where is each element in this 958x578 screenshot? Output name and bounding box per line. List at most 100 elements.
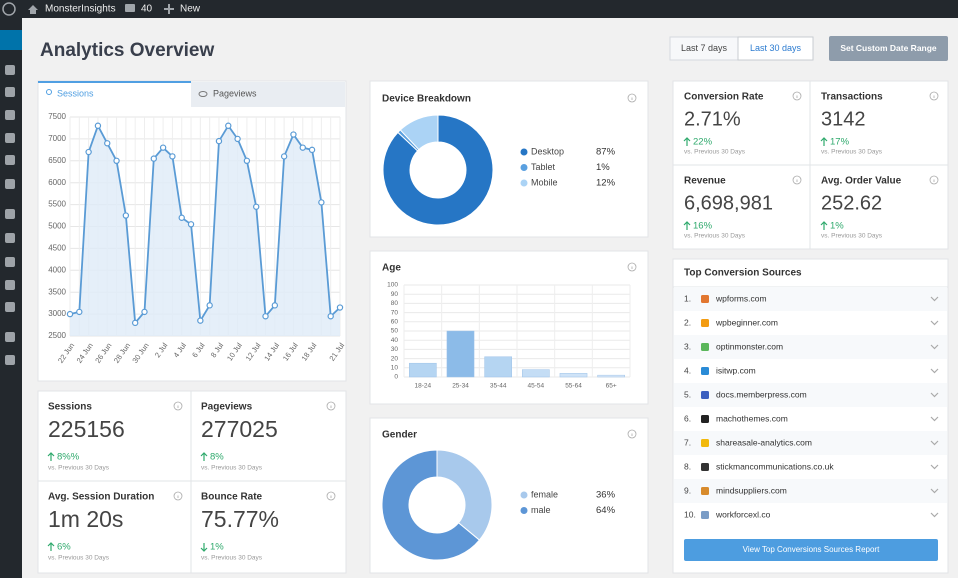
value-label: 87% (596, 147, 616, 158)
x-tick-label: 18-24 (415, 383, 432, 390)
chevron[interactable] (930, 320, 939, 326)
info-icon (929, 175, 939, 185)
y-tick-label: 70 (391, 309, 399, 316)
trend-arrow (683, 221, 691, 226)
point (169, 153, 176, 160)
panel (369, 250, 649, 405)
legend-swatch (520, 164, 528, 171)
chevron[interactable] (930, 464, 939, 470)
favicon (701, 391, 709, 399)
point (104, 140, 111, 147)
chevron[interactable] (930, 296, 939, 302)
point (327, 313, 334, 320)
sidebar-icon (5, 133, 15, 143)
range-label: Last 7 days (681, 43, 728, 53)
row-band (674, 335, 947, 359)
trend-arrow (820, 137, 828, 142)
point (131, 319, 139, 327)
metric-change: 22% (693, 137, 713, 148)
sidebar-icon (5, 209, 15, 219)
y-tick-label: 90 (391, 291, 399, 298)
point (197, 317, 204, 324)
rank: 6. (684, 413, 691, 423)
pie-slice (436, 449, 493, 541)
y-tick-label: 7000 (48, 134, 66, 143)
rank: 4. (684, 365, 691, 375)
info-icon (792, 91, 802, 101)
legend-swatch (520, 491, 528, 499)
source-site: optinmonster.com (716, 341, 783, 351)
metric-label: Bounce Rate (201, 492, 263, 503)
chevron[interactable] (930, 368, 939, 374)
range-button[interactable] (737, 36, 814, 61)
info-icon (627, 93, 637, 103)
bar (484, 356, 512, 378)
tab-label: Sessions (57, 88, 94, 98)
legend-label: Desktop (531, 146, 564, 156)
point (336, 304, 344, 311)
point (178, 214, 185, 221)
source-site: isitwp.com (716, 365, 756, 375)
pie-slice (381, 449, 481, 561)
favicon (701, 463, 709, 471)
y-tick-label: 30 (391, 346, 399, 353)
chevron[interactable] (930, 440, 939, 446)
card-title: Gender (382, 430, 417, 441)
point (290, 131, 297, 138)
x-tick-label: 65+ (606, 383, 617, 390)
metric-note: vs. Previous 30 Days (821, 233, 883, 240)
eye-icon (198, 91, 208, 97)
custom-range-button[interactable] (829, 36, 948, 61)
chevron[interactable] (930, 416, 939, 422)
y-tick-label: 20 (391, 355, 399, 362)
point (262, 313, 269, 320)
favicon (701, 439, 709, 447)
favicon (701, 319, 709, 327)
source-site: wpforms.com (715, 293, 767, 303)
point (85, 148, 92, 156)
sidebar-icon (5, 87, 15, 97)
metric-value: 1m 20s (48, 506, 123, 532)
sidebar (0, 18, 22, 578)
bar (446, 330, 475, 378)
row-band (674, 287, 947, 311)
tab-inactive[interactable] (191, 82, 345, 107)
report-button[interactable] (684, 539, 938, 561)
trend-arrow (200, 452, 208, 457)
y-tick-label: 7500 (48, 112, 66, 121)
legend-label: male (531, 505, 551, 515)
sidebar-icon (5, 233, 15, 243)
metric-label: Transactions (821, 92, 883, 103)
metric-value: 2.71% (684, 108, 741, 130)
metric-change: 8%% (57, 452, 80, 463)
rank: 7. (684, 437, 691, 447)
trend-arrow (200, 547, 208, 552)
trend-arrow (47, 542, 55, 547)
chevron[interactable] (930, 488, 939, 494)
metric-note: vs. Previous 30 Days (201, 465, 263, 472)
favicon (701, 415, 709, 423)
source-site: mindsuppliers.com (716, 485, 787, 495)
metric-value: 225156 (48, 416, 125, 442)
info-icon (627, 262, 637, 272)
area (70, 125, 340, 336)
y-tick-label: 5000 (48, 222, 66, 231)
legend-swatch (520, 507, 528, 514)
metric-label: Avg. Session Duration (48, 492, 154, 503)
y-tick-label: 4000 (48, 265, 66, 274)
row-band (674, 431, 947, 455)
rank: 9. (684, 485, 691, 495)
favicon (701, 487, 709, 495)
y-tick-label: 10 (391, 365, 399, 372)
chevron[interactable] (930, 512, 939, 518)
info-icon (326, 491, 336, 501)
info-icon (929, 91, 939, 101)
chevron[interactable] (930, 392, 939, 398)
point (243, 157, 251, 164)
point (113, 157, 120, 164)
y-tick-label: 6000 (48, 178, 66, 187)
bar (409, 362, 437, 378)
chevron[interactable] (930, 344, 939, 350)
comment-icon (125, 4, 135, 12)
